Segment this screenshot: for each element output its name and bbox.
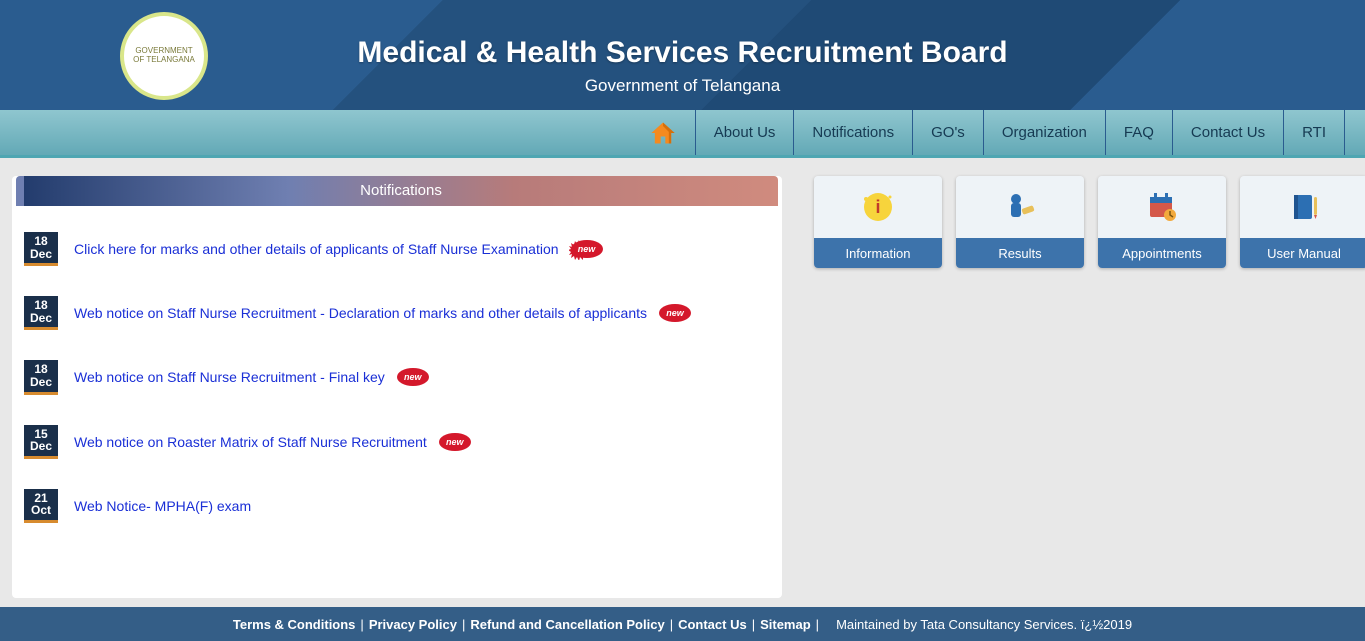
tile-user-manual[interactable]: User Manual (1240, 176, 1365, 268)
date-badge: 21 Oct (24, 489, 58, 523)
quick-links-panel: i Information Results Appointments (782, 176, 1365, 598)
footer-link-contact[interactable]: Contact Us (678, 617, 747, 632)
footer-link-terms[interactable]: Terms & Conditions (233, 617, 356, 632)
footer-sep: | (752, 617, 755, 632)
tile-label: Appointments (1098, 238, 1226, 268)
nav-label: Notifications (812, 124, 894, 141)
results-icon (956, 176, 1084, 238)
footer-link-sitemap[interactable]: Sitemap (760, 617, 811, 632)
date-day: 18 (24, 299, 58, 312)
tile-label: User Manual (1240, 238, 1365, 268)
quick-link-tiles: i Information Results Appointments (814, 176, 1365, 268)
notification-link[interactable]: Web notice on Staff Nurse Recruitment - … (74, 369, 385, 385)
date-badge: 18 Dec (24, 232, 58, 266)
nav-faq[interactable]: FAQ (1106, 110, 1173, 155)
nav-home[interactable] (631, 110, 695, 155)
footer-sep: | (462, 617, 465, 632)
date-badge: 18 Dec (24, 296, 58, 330)
nav-notifications[interactable]: Notifications (794, 110, 913, 155)
notification-link[interactable]: Web Notice- MPHA(F) exam (74, 498, 251, 514)
date-badge: 18 Dec (24, 360, 58, 394)
notifications-heading: Notifications (16, 176, 778, 206)
information-icon: i (814, 176, 942, 238)
notification-link[interactable]: Web notice on Roaster Matrix of Staff Nu… (74, 434, 427, 450)
emblem-text: GOVERNMENT OF TELANGANA (130, 47, 198, 65)
header-banner: GOVERNMENT OF TELANGANA Medical & Health… (0, 0, 1365, 110)
tile-appointments[interactable]: Appointments (1098, 176, 1226, 268)
nav-label: GO's (931, 124, 965, 141)
notification-link[interactable]: Web notice on Staff Nurse Recruitment - … (74, 305, 647, 321)
footer-sep: | (670, 617, 673, 632)
date-month: Oct (24, 504, 58, 517)
date-badge: 15 Dec (24, 425, 58, 459)
footer: Terms & Conditions | Privacy Policy | Refu… (0, 607, 1365, 641)
user-manual-icon (1240, 176, 1365, 238)
date-month: Dec (24, 312, 58, 325)
date-month: Dec (24, 440, 58, 453)
nav-contact-us[interactable]: Contact Us (1173, 110, 1284, 155)
notification-item: 18 Dec Click here for marks and other de… (24, 232, 770, 266)
notification-item: 15 Dec Web notice on Roaster Matrix of S… (24, 425, 770, 459)
nav-label: About Us (714, 124, 776, 141)
nav-label: FAQ (1124, 124, 1154, 141)
tile-results[interactable]: Results (956, 176, 1084, 268)
notification-item: 18 Dec Web notice on Staff Nurse Recruit… (24, 360, 770, 394)
nav-rti[interactable]: RTI (1284, 110, 1345, 155)
nav-label: RTI (1302, 124, 1326, 141)
main-nav: About Us Notifications GO's Organization… (0, 110, 1365, 158)
footer-sep: | (816, 617, 819, 632)
site-subtitle: Government of Telangana (0, 76, 1365, 96)
home-icon (649, 119, 677, 147)
footer-link-refund[interactable]: Refund and Cancellation Policy (470, 617, 664, 632)
new-badge-label: new (437, 431, 473, 453)
new-badge-label: new (657, 302, 693, 324)
nav-about-us[interactable]: About Us (695, 110, 795, 155)
new-badge: new (437, 431, 473, 453)
footer-sep: | (360, 617, 363, 632)
new-badge: new (569, 238, 605, 260)
nav-label: Contact Us (1191, 124, 1265, 141)
tile-label: Information (814, 238, 942, 268)
appointments-icon (1098, 176, 1226, 238)
svg-text:i: i (875, 197, 880, 217)
notification-item: 21 Oct Web Notice- MPHA(F) exam (24, 489, 770, 523)
new-badge: new (657, 302, 693, 324)
date-month: Dec (24, 376, 58, 389)
new-badge: new (395, 366, 431, 388)
notification-link[interactable]: Click here for marks and other details o… (74, 241, 559, 257)
footer-maintained: Maintained by Tata Consultancy Services.… (836, 617, 1132, 632)
nav-gos[interactable]: GO's (913, 110, 984, 155)
tile-label: Results (956, 238, 1084, 268)
tile-information[interactable]: i Information (814, 176, 942, 268)
nav-organization[interactable]: Organization (984, 110, 1106, 155)
notification-item: 18 Dec Web notice on Staff Nurse Recruit… (24, 296, 770, 330)
state-emblem: GOVERNMENT OF TELANGANA (120, 12, 208, 100)
nav-label: Organization (1002, 124, 1087, 141)
notifications-list: 18 Dec Click here for marks and other de… (12, 206, 782, 598)
notifications-panel: Notifications 18 Dec Click here for mark… (12, 176, 782, 598)
date-day: 18 (24, 235, 58, 248)
date-month: Dec (24, 248, 58, 261)
main-content: Notifications 18 Dec Click here for mark… (0, 158, 1365, 598)
new-badge-label: new (395, 366, 431, 388)
new-badge-label: new (569, 238, 605, 260)
footer-link-privacy[interactable]: Privacy Policy (369, 617, 457, 632)
